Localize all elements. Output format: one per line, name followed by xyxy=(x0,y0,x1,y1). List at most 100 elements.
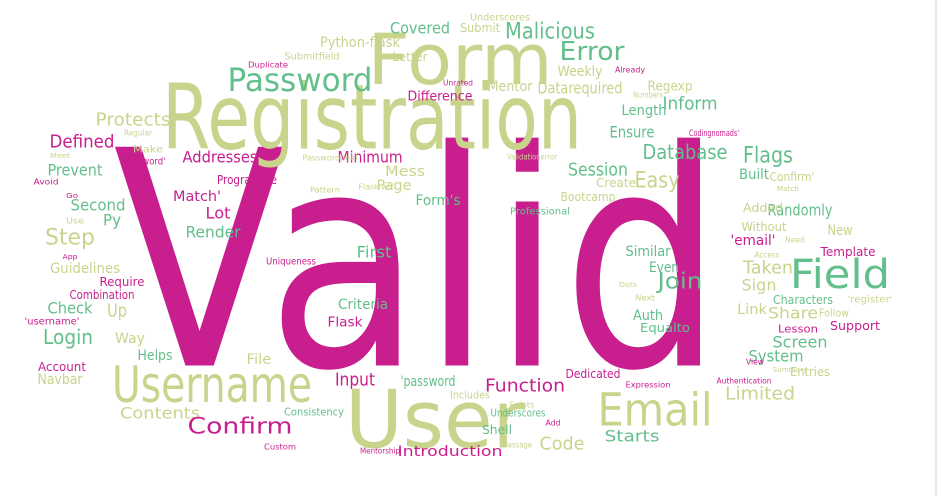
word: 'register' xyxy=(848,295,893,306)
word: Share xyxy=(768,304,818,323)
word: Screen xyxy=(773,333,828,352)
word: Defined xyxy=(50,132,115,153)
word: Unrated xyxy=(443,79,473,88)
word: Submitfield xyxy=(285,52,340,63)
word: Criteria xyxy=(338,297,388,313)
word: Mentorship xyxy=(360,447,400,456)
word: Account xyxy=(38,360,86,374)
word: Regular xyxy=(124,129,153,138)
word: Codingnomads' xyxy=(689,129,739,139)
word: Create xyxy=(596,176,636,190)
word: Page xyxy=(377,178,412,194)
word: Avoid xyxy=(34,178,59,187)
word: Shell xyxy=(482,423,512,437)
word: Datarequired xyxy=(538,79,623,98)
word: Username xyxy=(112,356,312,414)
word: Weekly xyxy=(558,64,603,80)
word: Follow xyxy=(819,307,849,320)
word: Message xyxy=(502,441,532,450)
word: Submit xyxy=(460,21,500,35)
word: Protects xyxy=(96,110,171,131)
word: Lot xyxy=(206,204,231,223)
word: Password xyxy=(228,61,373,99)
word: Function xyxy=(485,376,565,397)
word: View xyxy=(746,358,764,367)
word: Registration xyxy=(162,66,582,171)
word: Already xyxy=(615,66,645,75)
word: Session xyxy=(568,160,628,181)
word: Code xyxy=(540,434,585,455)
word: Second xyxy=(71,196,126,215)
word: Contents xyxy=(120,404,200,423)
word: Up xyxy=(107,301,127,322)
word: Auth xyxy=(633,308,663,324)
word: Link xyxy=(737,302,768,318)
word: Letter xyxy=(393,50,428,64)
word: Characters xyxy=(773,293,833,307)
word: Built xyxy=(739,167,769,183)
word: Mess xyxy=(385,164,425,180)
word: Sign xyxy=(742,276,777,295)
word: Flask-wtf xyxy=(359,183,394,192)
word: Authentication xyxy=(717,377,772,386)
word: Template xyxy=(819,245,875,259)
word: Mentor xyxy=(488,79,533,95)
word: Python-flask xyxy=(320,35,401,51)
word: Add xyxy=(546,419,561,428)
word: Guidelines xyxy=(50,261,120,277)
word: Py xyxy=(103,211,121,230)
word: Programme xyxy=(217,173,277,187)
word: Custom xyxy=(264,443,296,452)
word: 'username' xyxy=(25,317,80,328)
word: Error xyxy=(560,37,625,67)
word: Difference xyxy=(408,90,473,105)
word: Next xyxy=(635,294,655,303)
word: Use xyxy=(66,217,84,226)
word: Form's xyxy=(416,193,461,209)
word: 'password xyxy=(401,374,456,390)
word: File xyxy=(247,352,272,368)
word: Access xyxy=(755,251,780,260)
word: Without xyxy=(742,220,787,234)
word: Flags xyxy=(743,144,793,169)
word: Dots xyxy=(619,281,637,289)
word: Randomly xyxy=(768,201,833,220)
word: Expression xyxy=(626,381,671,390)
word: Uniqueness xyxy=(266,257,316,268)
word: Navbar xyxy=(38,372,83,388)
word: Join xyxy=(655,270,702,295)
word: Covered xyxy=(390,19,450,38)
word: Login xyxy=(43,325,93,349)
word: Valid xyxy=(113,88,723,437)
word: Passwordfield xyxy=(303,154,358,163)
word: Require xyxy=(100,275,145,289)
word: Similar xyxy=(626,244,671,260)
word: Helps xyxy=(138,348,173,364)
word: Bootcamp xyxy=(561,190,616,204)
word: Need xyxy=(785,236,805,245)
word: Easy xyxy=(635,169,680,194)
word: Ensure xyxy=(610,123,655,142)
word: Summary xyxy=(773,366,808,374)
word: Check xyxy=(48,299,94,318)
word: Support xyxy=(830,319,880,333)
word: Inform xyxy=(663,94,718,115)
word: Professional xyxy=(510,207,570,218)
word: New xyxy=(828,223,853,239)
word: Equalto xyxy=(640,321,690,335)
word: Way xyxy=(115,331,145,347)
word: Confirm xyxy=(188,415,293,440)
word: Underscores xyxy=(491,407,546,420)
word: Database xyxy=(643,140,728,164)
word: Regexp xyxy=(648,80,693,95)
word: Confirm' xyxy=(770,170,815,184)
word: 'email' xyxy=(731,233,776,249)
word: Dedicated xyxy=(566,367,621,381)
word: Validationerror xyxy=(507,153,558,162)
word: Duplicate xyxy=(248,61,288,70)
word: Includes xyxy=(450,389,490,402)
word: Prevent xyxy=(48,161,103,180)
